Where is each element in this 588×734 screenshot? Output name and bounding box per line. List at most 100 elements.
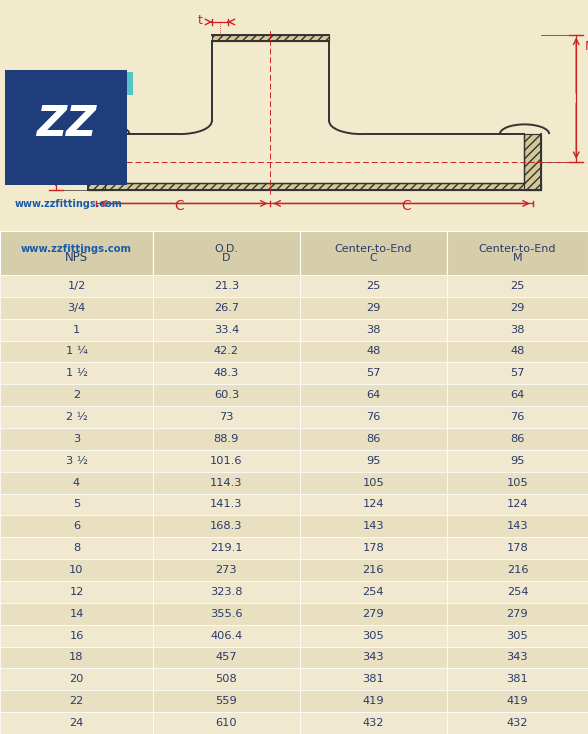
Bar: [447, 647, 588, 669]
Text: 124: 124: [507, 499, 528, 509]
Bar: [0, 559, 153, 581]
Text: 219.1: 219.1: [210, 543, 243, 553]
Text: C: C: [401, 200, 410, 214]
Text: 25: 25: [510, 281, 524, 291]
Bar: [447, 603, 588, 625]
Text: 273: 273: [216, 565, 237, 575]
Bar: [0, 231, 153, 275]
Text: D: D: [222, 253, 230, 263]
Bar: [0, 603, 153, 625]
Text: 42.2: 42.2: [214, 346, 239, 357]
Text: 38: 38: [510, 324, 524, 335]
Text: 48: 48: [366, 346, 380, 357]
Text: 88.9: 88.9: [213, 434, 239, 444]
Bar: [153, 319, 300, 341]
Text: 4: 4: [73, 478, 80, 487]
Text: 76: 76: [366, 412, 380, 422]
Text: 29: 29: [510, 302, 524, 313]
Text: 26.7: 26.7: [214, 302, 239, 313]
Bar: [300, 712, 447, 734]
Text: 22: 22: [69, 697, 83, 706]
Text: www.zzfittings.com: www.zzfittings.com: [21, 244, 132, 254]
Text: 60.3: 60.3: [214, 390, 239, 400]
Bar: [447, 363, 588, 384]
Text: 105: 105: [363, 478, 384, 487]
Text: 168.3: 168.3: [210, 521, 243, 531]
Text: 305: 305: [363, 631, 384, 641]
Bar: [0, 319, 153, 341]
Bar: [0, 297, 153, 319]
Bar: [447, 428, 588, 450]
Bar: [447, 712, 588, 734]
Text: 381: 381: [507, 675, 528, 684]
Bar: [300, 625, 447, 647]
Text: 73: 73: [219, 412, 233, 422]
Text: D: D: [42, 156, 51, 168]
Text: 141.3: 141.3: [210, 499, 243, 509]
Bar: [228, 41, 313, 141]
Text: 20: 20: [69, 675, 83, 684]
Text: 1: 1: [73, 324, 80, 335]
Text: 343: 343: [363, 653, 384, 663]
Bar: [447, 384, 588, 406]
Bar: [153, 231, 300, 275]
Text: 2: 2: [73, 390, 80, 400]
Text: 101.6: 101.6: [210, 456, 243, 466]
Bar: [153, 363, 300, 384]
Text: 2 ½: 2 ½: [66, 412, 87, 422]
Bar: [153, 450, 300, 472]
Bar: [447, 559, 588, 581]
Text: 10: 10: [69, 565, 83, 575]
Text: 6: 6: [73, 521, 80, 531]
Text: 432: 432: [363, 718, 384, 728]
Bar: [153, 625, 300, 647]
Bar: [0, 647, 153, 669]
Text: 25: 25: [366, 281, 380, 291]
Bar: [0, 581, 153, 603]
Bar: [153, 515, 300, 537]
Text: 64: 64: [366, 390, 380, 400]
Bar: [88, 183, 541, 189]
Bar: [88, 134, 105, 189]
Text: 610: 610: [216, 718, 237, 728]
Bar: [300, 363, 447, 384]
Text: M: M: [585, 40, 588, 53]
Text: 279: 279: [507, 608, 528, 619]
Text: 16: 16: [69, 631, 83, 641]
Bar: [153, 341, 300, 363]
Text: 419: 419: [507, 697, 528, 706]
Bar: [300, 690, 447, 712]
Bar: [153, 493, 300, 515]
Bar: [0, 450, 153, 472]
Bar: [153, 647, 300, 669]
Bar: [0, 275, 153, 297]
Bar: [447, 406, 588, 428]
Bar: [300, 319, 447, 341]
Text: 21.3: 21.3: [214, 281, 239, 291]
Text: 18: 18: [69, 653, 83, 663]
Bar: [300, 515, 447, 537]
Bar: [153, 690, 300, 712]
Bar: [0, 493, 153, 515]
Text: 355.6: 355.6: [210, 608, 243, 619]
Bar: [300, 603, 447, 625]
Text: t: t: [198, 14, 203, 27]
Bar: [300, 231, 447, 275]
Text: 14: 14: [69, 608, 83, 619]
Bar: [447, 275, 588, 297]
Bar: [18, 72, 133, 95]
Text: 381: 381: [363, 675, 384, 684]
Bar: [0, 406, 153, 428]
Text: 1/2: 1/2: [67, 281, 86, 291]
Bar: [300, 297, 447, 319]
Text: Center-to-End: Center-to-End: [335, 244, 412, 254]
Text: 24: 24: [69, 718, 83, 728]
Bar: [447, 472, 588, 493]
Bar: [12, 91, 127, 114]
Text: 57: 57: [510, 368, 524, 378]
Bar: [447, 669, 588, 690]
Bar: [447, 319, 588, 341]
Bar: [6, 110, 121, 131]
Text: 457: 457: [216, 653, 237, 663]
Bar: [153, 428, 300, 450]
